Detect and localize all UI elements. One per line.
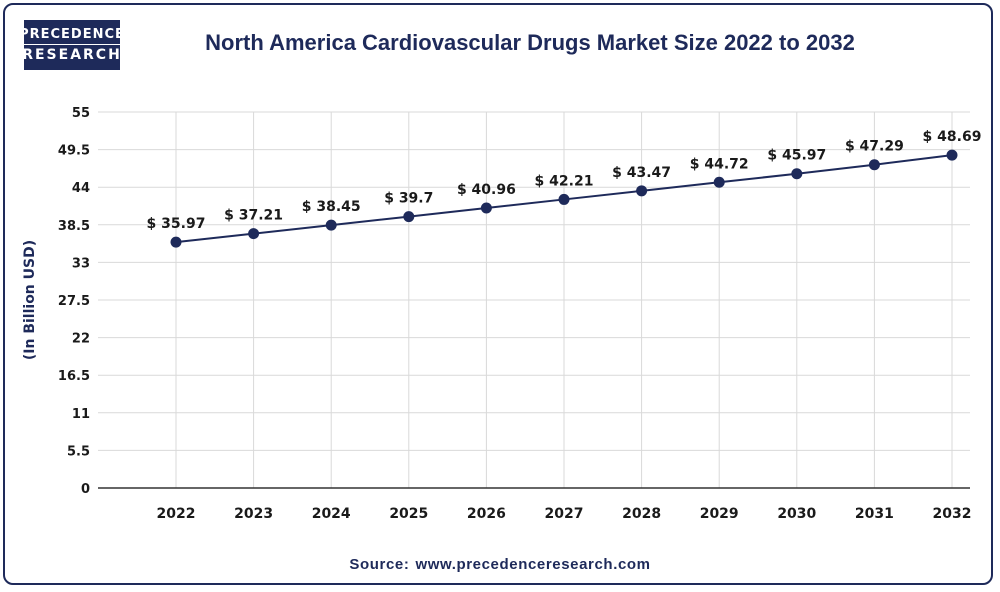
logo-line-1: PRECEDENCE [17, 26, 127, 45]
y-tick-label: 22 [72, 332, 90, 347]
y-tick-label: 55 [72, 106, 90, 121]
data-point [480, 202, 492, 214]
data-label: $ 40.96 [457, 182, 516, 198]
logo-line-2: RESEARCH [22, 46, 122, 63]
data-point [791, 168, 803, 180]
data-label: $ 38.45 [302, 199, 361, 215]
y-tick-label: 33 [72, 256, 90, 271]
y-tick-label: 27.5 [58, 294, 90, 309]
x-tick-label: 2022 [157, 506, 196, 522]
data-label: $ 44.72 [690, 156, 749, 172]
data-point [325, 219, 337, 231]
data-label: $ 35.97 [147, 216, 206, 232]
data-label: $ 37.21 [224, 208, 283, 224]
y-tick-label: 38.5 [58, 219, 90, 234]
data-point [403, 211, 415, 223]
data-label: $ 48.69 [923, 129, 982, 145]
y-tick-label: 5.5 [67, 444, 90, 459]
y-tick-label: 16.5 [58, 369, 90, 384]
x-tick-label: 2027 [545, 506, 584, 522]
x-tick-label: 2032 [933, 506, 972, 522]
x-tick-label: 2030 [777, 506, 816, 522]
data-point [170, 236, 182, 248]
x-tick-label: 2031 [855, 506, 894, 522]
data-point [558, 193, 570, 205]
source-url: www.precedenceresearch.com [415, 556, 651, 573]
x-tick-label: 2029 [700, 506, 739, 522]
data-point [868, 159, 880, 171]
x-axis-ticks: 2022 2023 2024 2025 2026 2027 2028 2029 2030 2031… [157, 506, 972, 522]
x-tick-label: 2028 [622, 506, 661, 522]
y-axis-label: (In Billion USD) [22, 240, 38, 360]
data-label: $ 45.97 [767, 148, 826, 164]
y-tick-label: 49.5 [58, 144, 90, 159]
data-points [170, 149, 958, 248]
x-tick-label: 2023 [234, 506, 273, 522]
y-axis-ticks: 0 5.5 11 16.5 22 27.5 33 38.5 44 49.5 55 [58, 106, 90, 497]
data-point [248, 228, 260, 240]
data-point [636, 185, 648, 197]
source-label: Source: [349, 556, 410, 573]
data-label: $ 47.29 [845, 139, 904, 155]
source-line: Source: www.precedenceresearch.com [0, 556, 1000, 573]
x-tick-label: 2025 [389, 506, 428, 522]
data-label: $ 39.7 [384, 191, 433, 207]
chart-title: North America Cardiovascular Drugs Marke… [205, 30, 855, 55]
y-tick-label: 11 [72, 407, 90, 422]
grid-lines [98, 111, 970, 489]
data-label: $ 43.47 [612, 165, 671, 181]
y-tick-label: 0 [81, 482, 90, 497]
data-point [713, 176, 725, 188]
y-tick-label: 44 [72, 181, 90, 196]
x-tick-label: 2024 [312, 506, 351, 522]
data-label: $ 42.21 [535, 173, 594, 189]
x-tick-label: 2026 [467, 506, 506, 522]
data-point [946, 149, 958, 161]
data-labels: $ 35.97 $ 37.21 $ 38.45 $ 39.7 $ 40.96 $ 42.2… [147, 129, 982, 232]
precedence-research-logo: PRECEDENCE RESEARCH [17, 20, 127, 70]
